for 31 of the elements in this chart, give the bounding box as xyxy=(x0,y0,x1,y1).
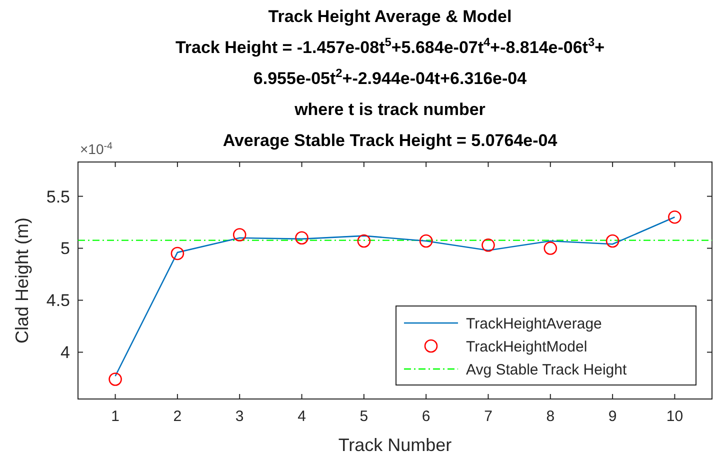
x-tick-label: 5 xyxy=(360,408,368,425)
y-tick-label: 4.5 xyxy=(46,291,70,310)
point xyxy=(544,242,558,255)
point xyxy=(482,238,495,252)
point xyxy=(668,210,682,224)
legend-label: TrackHeightModel xyxy=(466,338,588,356)
legend-label: TrackHeightAverage xyxy=(466,315,602,332)
x-tick-label: 9 xyxy=(608,408,617,425)
point xyxy=(108,372,122,386)
x-tick-label: 2 xyxy=(173,408,182,425)
chart-title: Track Height Average & Model Track Height = -1.457e-08t$^{5}$+5.684e-07t$^{4}$+-8.814e-06t$^{3}$+ 6.955e-05t$^{2}$+-2.944e-04t+6.316e-04 where t is track number Average Stable Track Height = 5.0764e-04 xyxy=(175,7,605,150)
x-tick-label: 3 xyxy=(235,408,244,425)
point xyxy=(357,234,371,248)
point xyxy=(606,234,620,248)
x-tick-label: 6 xyxy=(422,408,430,425)
point xyxy=(170,246,184,260)
x-axis-title: Track Number xyxy=(338,435,452,455)
point xyxy=(419,234,433,248)
text: ×10$^{-4}$ xyxy=(80,140,114,157)
point xyxy=(295,231,308,245)
x-tick-label: 7 xyxy=(484,408,492,425)
y-axis-title: Clad Height (m) xyxy=(12,217,32,344)
x-tick-label: 10 xyxy=(666,408,684,425)
x-tick-label: 8 xyxy=(546,408,555,425)
point xyxy=(232,228,246,242)
y-tick-label: 4 xyxy=(60,343,70,362)
x-tick-label: 1 xyxy=(111,408,120,425)
y-tick-label: 5 xyxy=(60,239,70,258)
x-tick-label: 4 xyxy=(298,408,306,425)
legend-label: Avg Stable Track Height xyxy=(466,361,628,378)
y-tick-label: 5.5 xyxy=(46,187,70,206)
